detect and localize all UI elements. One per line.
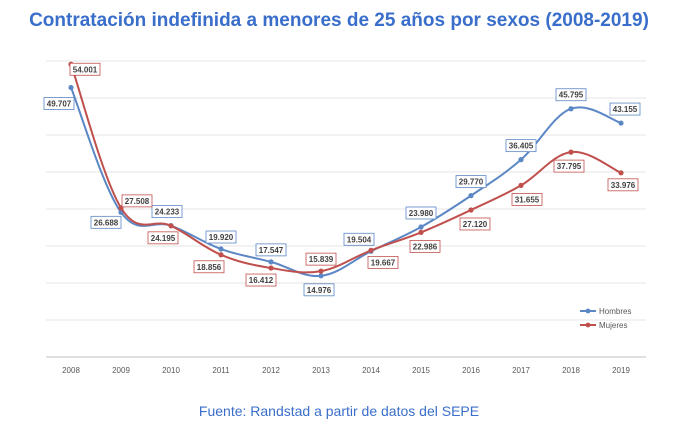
- data-label: 27.508: [125, 197, 150, 206]
- x-tick-label: 2011: [212, 366, 230, 375]
- data-label-box: [303, 283, 335, 297]
- data-label: 54.001: [73, 65, 98, 74]
- data-label-box: [405, 206, 437, 220]
- data-label-box: [151, 205, 183, 219]
- data-point-mujeres: [268, 265, 274, 271]
- data-point-hombres: [418, 224, 424, 230]
- x-tick-label: 2012: [262, 366, 280, 375]
- data-label-box: [121, 194, 153, 208]
- data-label-box: [553, 159, 585, 173]
- data-label: 19.920: [209, 233, 234, 242]
- data-label: 31.655: [515, 195, 540, 204]
- data-label-box: [367, 255, 399, 269]
- data-point-mujeres: [468, 207, 474, 213]
- data-label: 19.504: [347, 235, 372, 244]
- data-label-box: [90, 215, 122, 229]
- data-label: 23.980: [409, 209, 434, 218]
- data-point-hombres: [568, 106, 574, 112]
- data-label-box: [511, 192, 543, 206]
- data-point-mujeres: [368, 247, 374, 253]
- data-point-hombres: [268, 259, 274, 265]
- x-tick-label: 2018: [562, 366, 580, 375]
- data-label-box: [245, 273, 277, 287]
- data-label-box: [455, 175, 487, 189]
- x-tick-label: 2017: [512, 366, 530, 375]
- data-label: 37.795: [557, 162, 582, 171]
- data-label-box: [607, 178, 639, 192]
- x-tick-label: 2016: [462, 366, 480, 375]
- legend-label-mujeres: Mujeres: [599, 321, 627, 330]
- data-label-box: [409, 239, 441, 253]
- data-point-mujeres: [218, 252, 224, 258]
- data-label-box: [343, 232, 375, 246]
- chart-title: Contratación indefinida a menores de 25 …: [29, 10, 649, 31]
- data-label: 17.547: [259, 246, 284, 255]
- data-point-mujeres: [618, 170, 624, 176]
- data-label-box: [505, 139, 537, 153]
- data-point-hombres: [318, 273, 324, 279]
- series-line-hombres: [70, 87, 622, 277]
- data-point-hombres: [468, 193, 474, 199]
- data-label: 22.986: [413, 242, 438, 251]
- data-label: 33.976: [611, 181, 636, 190]
- data-label: 49.707: [47, 100, 72, 109]
- x-tick-label: 2009: [112, 366, 130, 375]
- data-point-mujeres: [568, 149, 574, 155]
- data-point-mujeres: [318, 268, 324, 274]
- data-label: 24.195: [151, 234, 176, 243]
- x-tick-label: 2013: [312, 366, 330, 375]
- legend-marker-mujeres: [585, 322, 591, 328]
- data-label-box: [205, 230, 237, 244]
- data-label: 36.405: [509, 142, 534, 151]
- data-label: 19.667: [371, 258, 396, 267]
- data-label-box: [459, 217, 491, 231]
- data-label-box: [69, 62, 101, 76]
- data-label-box: [305, 252, 337, 266]
- data-label: 15.839: [309, 255, 334, 264]
- data-label: 43.155: [613, 105, 638, 114]
- data-label-box: [555, 88, 587, 102]
- data-label: 27.120: [463, 220, 488, 229]
- source-note: Fuente: Randstad a partir de datos del S…: [198, 403, 480, 419]
- data-label: 24.233: [155, 208, 180, 217]
- data-label-box: [193, 260, 225, 274]
- data-label: 16.412: [249, 276, 274, 285]
- data-point-hombres: [68, 84, 74, 91]
- x-tick-label: 2008: [62, 366, 80, 375]
- x-tick-label: 2019: [612, 366, 630, 375]
- data-label-box: [609, 102, 641, 116]
- data-point-mujeres: [518, 182, 524, 188]
- data-point-mujeres: [168, 223, 174, 229]
- data-label-box: [147, 231, 179, 245]
- data-label: 18.856: [197, 263, 222, 272]
- x-tick-label: 2015: [412, 366, 430, 375]
- data-label: 14.976: [307, 286, 332, 295]
- x-tick-label: 2014: [362, 366, 380, 375]
- data-label: 26.688: [94, 218, 119, 227]
- data-label-box: [255, 243, 287, 257]
- data-label: 45.795: [559, 91, 584, 100]
- data-point-mujeres: [418, 229, 424, 235]
- data-label: 29.770: [459, 178, 484, 187]
- data-point-hombres: [218, 246, 224, 252]
- legend-label-hombres: Hombres: [599, 307, 631, 316]
- data-point-hombres: [618, 120, 624, 126]
- data-point-hombres: [518, 157, 524, 163]
- x-tick-label: 2010: [162, 366, 180, 375]
- data-label-box: [43, 97, 75, 110]
- legend-marker-hombres: [585, 308, 591, 314]
